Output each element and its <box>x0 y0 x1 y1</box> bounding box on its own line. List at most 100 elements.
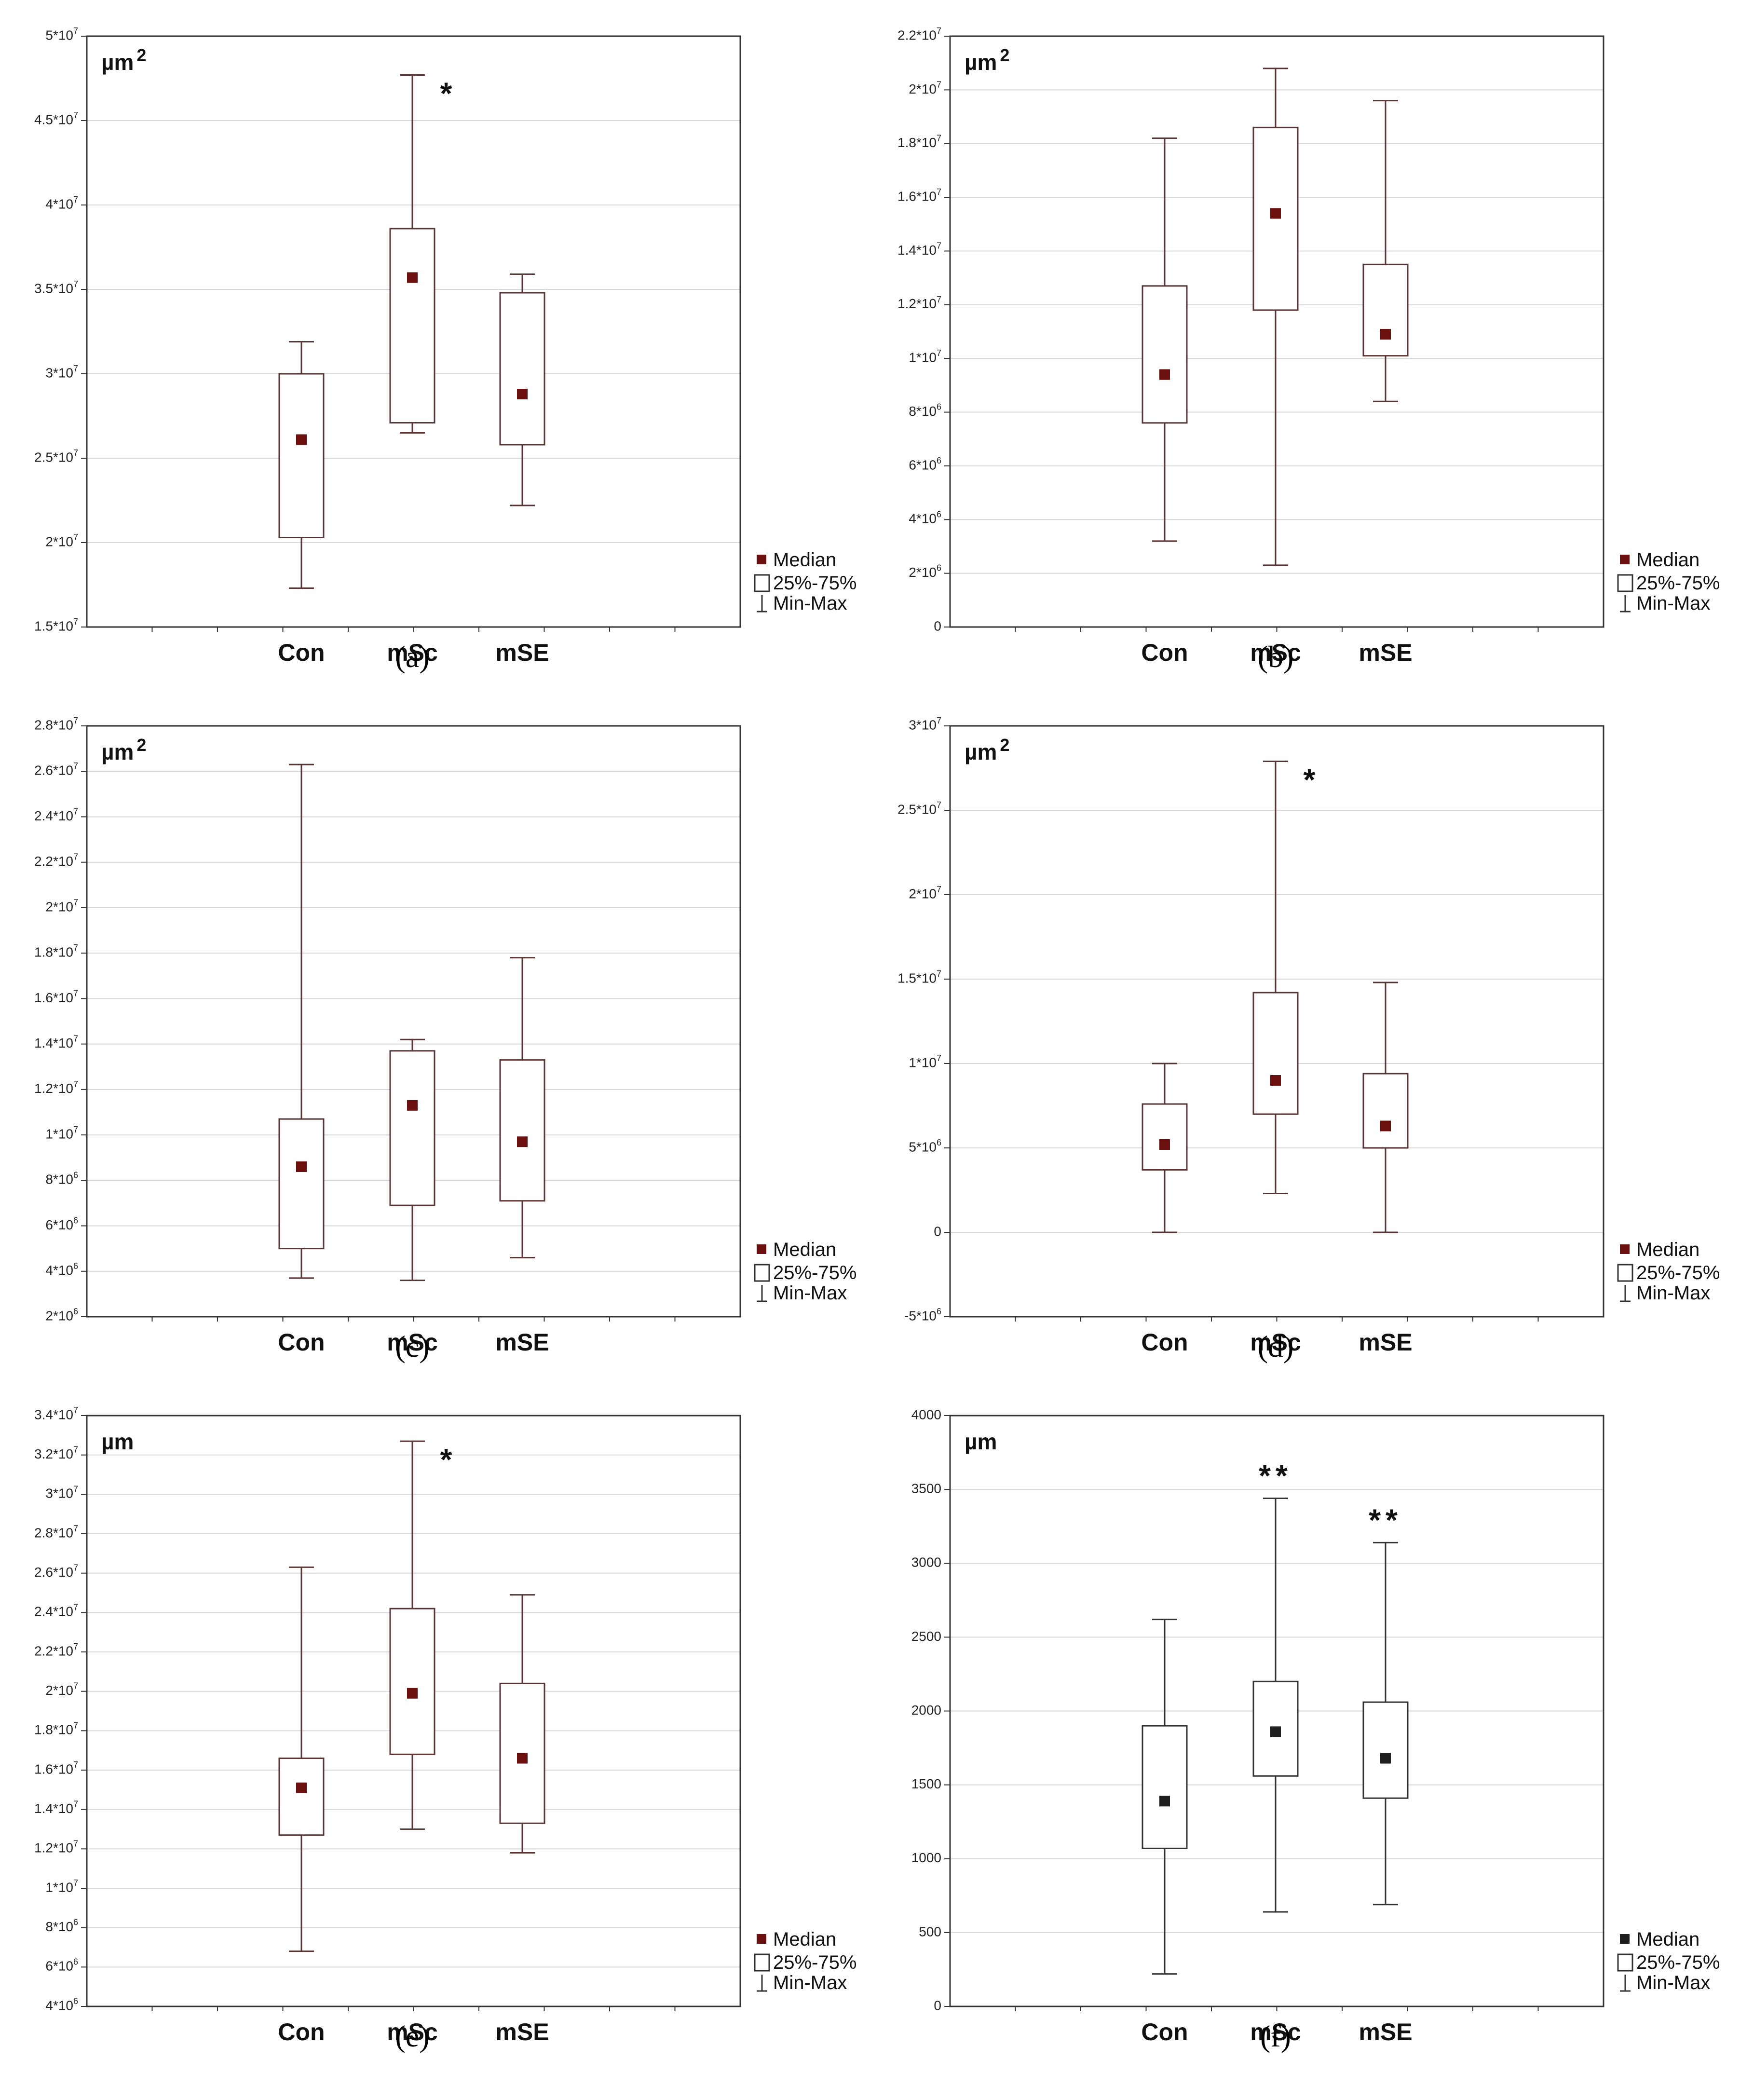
legend-whisker-label: Min-Max <box>773 1972 847 1993</box>
category-label: mSc <box>387 639 438 666</box>
category-label: mSE <box>1359 1329 1412 1356</box>
y-tick-label: 8*106 <box>909 402 941 419</box>
y-tick-label: 6*106 <box>45 1215 78 1232</box>
y-tick-label: 1*107 <box>45 1125 78 1142</box>
y-tick-label: 1.5*107 <box>897 969 941 986</box>
y-tick-label: 2.8*107 <box>34 1524 78 1541</box>
significance-marker: ** <box>1259 1459 1292 1493</box>
box-mse <box>1362 1541 1409 1906</box>
y-tick-label: 6*106 <box>45 1957 78 1974</box>
plot-frame <box>949 1415 1604 2007</box>
y-tick-label: 4*106 <box>909 509 941 526</box>
legend-box-label: 25%-75% <box>1636 1952 1720 1973</box>
category-label: mSE <box>1359 639 1412 666</box>
y-tick-label: 2*106 <box>45 1307 78 1323</box>
iqr-box <box>499 1059 545 1202</box>
plot-frame <box>949 35 1604 628</box>
y-tick-label: 1.6*107 <box>34 1760 78 1777</box>
category-label: Con <box>278 639 325 666</box>
legend-whisker-label: Min-Max <box>773 1282 847 1304</box>
category-label: mSc <box>1250 639 1301 666</box>
median-marker <box>1270 208 1281 219</box>
iqr-box <box>1142 1103 1188 1171</box>
category-label: mSc <box>387 1329 438 1356</box>
box-con <box>1142 1063 1188 1233</box>
y-tick-label: 1.6*107 <box>897 187 941 204</box>
y-tick-label: 2.2*107 <box>34 1642 78 1659</box>
iqr-box <box>278 1118 325 1250</box>
iqr-box <box>1362 263 1409 357</box>
legend-box-swatch <box>754 574 770 592</box>
category-label: Con <box>1141 2018 1188 2045</box>
y-tick-label: 1.5*107 <box>34 617 78 634</box>
y-tick-label: 1.4*107 <box>34 1034 78 1050</box>
plot-frame <box>86 1415 741 2007</box>
iqr-box <box>278 1758 325 1836</box>
y-tick-label: 5*106 <box>909 1138 941 1155</box>
y-tick-label: 3.4*107 <box>34 1405 78 1422</box>
legend-whisker-label: Min-Max <box>1636 1282 1710 1304</box>
category-label: mSc <box>1250 1329 1301 1356</box>
y-tick-label: 2*107 <box>45 532 78 549</box>
iqr-box <box>499 292 545 446</box>
category-label: mSc <box>387 2018 438 2045</box>
chart-panel-1: 1.5*107 2*107 2.5*107 3*107 3.5*107 4*107 4.5*… <box>34 26 856 666</box>
median-marker <box>407 1100 418 1111</box>
panel-caption: (c) <box>395 1329 430 1364</box>
y-tick-label: 1.2*107 <box>897 295 941 312</box>
legend-box-label: 25%-75% <box>1636 573 1720 594</box>
panel-caption: (d) <box>1257 1329 1294 1364</box>
y-tick-label: 1.8*107 <box>897 133 941 150</box>
y-tick-label: 1.4*107 <box>897 241 941 258</box>
y-tick-label: 1*107 <box>909 1053 941 1070</box>
y-tick-label: 3.5*107 <box>34 279 78 296</box>
y-tick-label: 8*106 <box>45 1917 78 1934</box>
y-tick-label: 5*107 <box>45 26 78 43</box>
median-marker <box>1380 1753 1391 1764</box>
iqr-box <box>1362 1701 1409 1799</box>
box-con <box>278 341 325 589</box>
iqr-box <box>1142 1725 1188 1849</box>
legend-median-label: Median <box>1636 1239 1699 1260</box>
unit-label: µm <box>965 1429 997 1454</box>
y-tick-label: 2.6*107 <box>34 761 78 778</box>
y-tick-label: 2.5*107 <box>897 800 941 817</box>
box-msc <box>1252 1498 1299 1913</box>
median-marker <box>407 1688 418 1699</box>
panel-caption: (b) <box>1257 640 1294 674</box>
chart-panel-3: 2*106 4*106 6*106 8*106 1*107 1.2*107 1.4*107 1… <box>34 716 856 1356</box>
iqr-box <box>389 228 435 423</box>
y-tick-label: 2500 <box>911 1629 941 1644</box>
y-tick-label: 4000 <box>911 1407 941 1422</box>
median-marker <box>1270 1075 1281 1086</box>
plot-area <box>87 726 740 1317</box>
panel-caption: (e) <box>395 2019 430 2053</box>
box-mse <box>499 1594 545 1854</box>
legend-box-swatch <box>1617 1264 1633 1282</box>
iqr-box <box>1362 1073 1409 1149</box>
legend-median-marker <box>1620 555 1630 564</box>
category-label: Con <box>1141 1329 1188 1356</box>
legend-median-label: Median <box>1636 1929 1699 1950</box>
box-msc <box>389 1440 435 1830</box>
y-tick-label: 3500 <box>911 1481 941 1496</box>
median-marker <box>1380 1120 1391 1132</box>
y-tick-label: 8*106 <box>45 1170 78 1187</box>
legend-box-label: 25%-75% <box>773 573 856 594</box>
y-tick-label: 1000 <box>911 1850 941 1865</box>
box-msc <box>1252 68 1299 566</box>
plot-area <box>950 36 1604 627</box>
y-tick-label: 1.8*107 <box>34 1720 78 1737</box>
box-mse <box>499 273 545 506</box>
chart-panel-2: 0 2*106 4*106 6*106 8*106 1*107 1.2*107 1.4*107… <box>897 26 1720 666</box>
y-tick-label: 2*107 <box>45 1681 78 1698</box>
iqr-box <box>1142 285 1188 424</box>
y-tick-label: 3000 <box>911 1555 941 1570</box>
box-mse <box>499 957 545 1258</box>
